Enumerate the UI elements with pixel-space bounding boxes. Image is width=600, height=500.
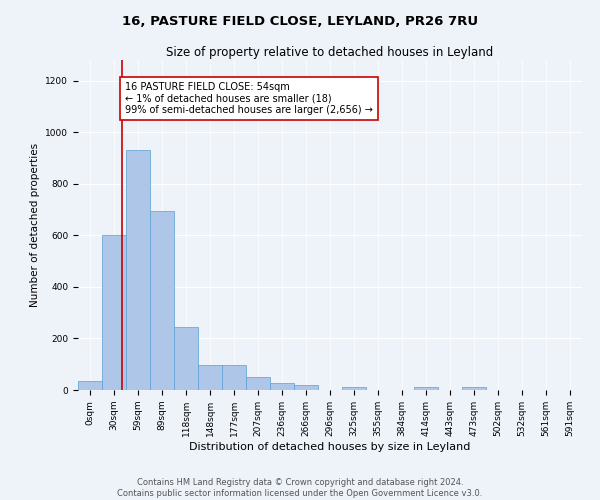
Bar <box>270 383 294 390</box>
Bar <box>294 385 318 390</box>
Bar <box>78 381 102 390</box>
Bar <box>198 364 222 390</box>
Bar <box>222 364 246 390</box>
Bar <box>174 327 198 390</box>
Bar <box>102 236 126 390</box>
Bar <box>246 376 270 390</box>
Text: Contains HM Land Registry data © Crown copyright and database right 2024.
Contai: Contains HM Land Registry data © Crown c… <box>118 478 482 498</box>
Text: 16 PASTURE FIELD CLOSE: 54sqm
← 1% of detached houses are smaller (18)
99% of se: 16 PASTURE FIELD CLOSE: 54sqm ← 1% of de… <box>125 82 373 115</box>
Bar <box>462 387 486 390</box>
Text: 16, PASTURE FIELD CLOSE, LEYLAND, PR26 7RU: 16, PASTURE FIELD CLOSE, LEYLAND, PR26 7… <box>122 15 478 28</box>
X-axis label: Distribution of detached houses by size in Leyland: Distribution of detached houses by size … <box>190 442 470 452</box>
Bar <box>414 387 438 390</box>
Bar <box>150 211 174 390</box>
Bar <box>126 150 150 390</box>
Y-axis label: Number of detached properties: Number of detached properties <box>30 143 40 307</box>
Bar <box>342 387 366 390</box>
Title: Size of property relative to detached houses in Leyland: Size of property relative to detached ho… <box>166 46 494 59</box>
